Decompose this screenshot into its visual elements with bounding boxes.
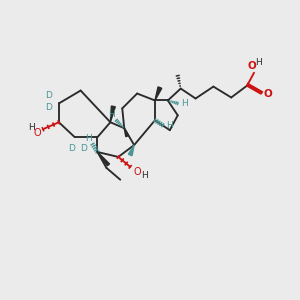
- Text: D: D: [80, 143, 87, 152]
- Text: H: H: [85, 134, 92, 142]
- Polygon shape: [155, 87, 162, 101]
- Text: H: H: [181, 99, 188, 108]
- Text: H: H: [167, 121, 173, 130]
- Polygon shape: [98, 152, 110, 166]
- Text: D: D: [46, 103, 52, 112]
- Polygon shape: [110, 106, 115, 122]
- Text: H: H: [28, 123, 35, 132]
- Text: O: O: [263, 88, 272, 98]
- Text: O: O: [248, 61, 256, 71]
- Text: H: H: [141, 171, 147, 180]
- Text: D: D: [46, 91, 52, 100]
- Polygon shape: [128, 145, 134, 156]
- Text: D: D: [68, 143, 75, 152]
- Text: H: H: [108, 110, 115, 119]
- Text: H: H: [256, 58, 262, 67]
- Text: O: O: [33, 128, 41, 138]
- Polygon shape: [124, 128, 129, 137]
- Text: O: O: [133, 167, 141, 177]
